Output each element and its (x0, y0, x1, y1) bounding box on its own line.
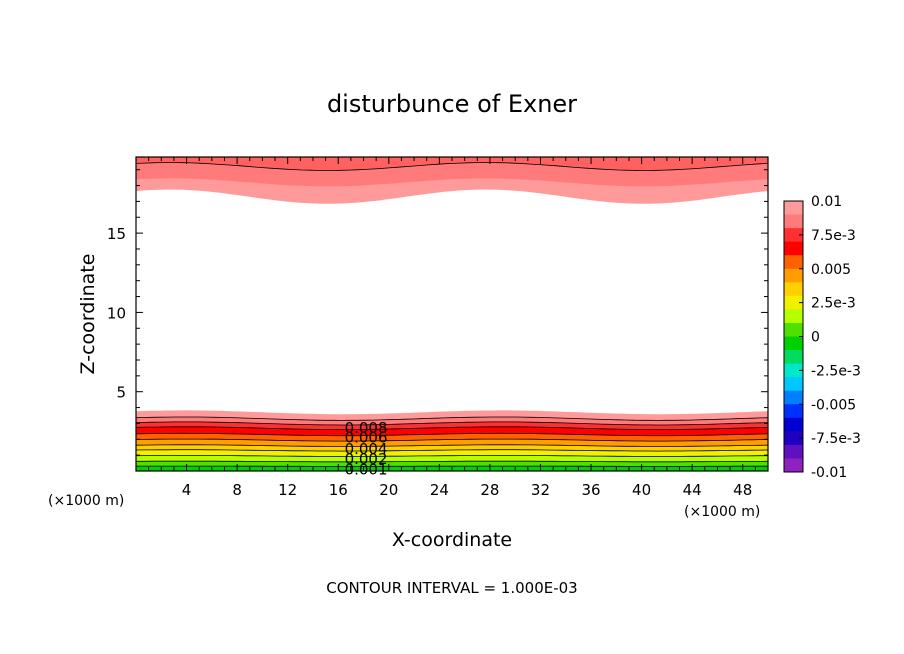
colorbar-swatch (784, 458, 803, 473)
colorbar-label: -7.5e-3 (811, 431, 861, 447)
x-axis-label: X-coordinate (392, 529, 512, 551)
x-tick-label: 44 (683, 481, 702, 499)
colorbar-swatch (784, 350, 803, 365)
x-tick-label: 16 (329, 481, 348, 499)
y-axis-label: Z-coordinate (77, 254, 99, 375)
colorbar-swatch (784, 390, 803, 405)
footer-note: CONTOUR INTERVAL = 1.000E-03 (326, 579, 577, 597)
colorbar-label: 0 (811, 330, 820, 346)
colorbar-swatch (784, 282, 803, 297)
contour-label: 0.006 (345, 429, 388, 447)
x-tick-label: 48 (733, 481, 752, 499)
contour-label: 0.002 (345, 450, 388, 468)
colorbar-swatch (784, 444, 803, 459)
colorbar-label: 7.5e-3 (811, 228, 856, 244)
y-tick-label: 15 (107, 225, 126, 243)
colorbar-swatch (784, 363, 803, 378)
colorbar-swatch (784, 255, 803, 270)
x-tick-label: 8 (232, 481, 242, 499)
contour-line-bottom-2 (135, 455, 768, 457)
x-tick-label: 28 (480, 481, 499, 499)
colorbar: 0.01 7.5e-3 0.005 2.5e-3 0 -2.5e-3 -0.005 -7.5e… (783, 194, 861, 481)
contour-line-top (135, 162, 769, 171)
x-tick-label: 32 (531, 481, 550, 499)
contour-label: 0.001 (345, 460, 388, 478)
x-tick-label: 20 (379, 481, 398, 499)
colorbar-label: -2.5e-3 (811, 363, 861, 379)
top-band-2 (136, 157, 768, 171)
contour-label: 0.004 (345, 440, 388, 458)
chart-title: disturbunce of Exner (327, 90, 577, 118)
x-tick-label: 4 (182, 481, 192, 499)
contour-line-bottom-9 (135, 416, 769, 421)
colorbar-swatch (784, 241, 803, 256)
y-axis-ticks: 5 10 15 (107, 169, 768, 456)
colorbar-label: -0.005 (811, 397, 856, 413)
contour-line-bottom-4 (135, 444, 769, 447)
colorbar-swatch (784, 214, 803, 229)
colorbar-swatch (784, 322, 803, 337)
contour-line-bottom-6 (135, 432, 769, 437)
x-tick-label: 40 (632, 481, 651, 499)
y-tick-label: 5 (116, 384, 126, 402)
x-unit-right: (×1000 m) (684, 504, 760, 520)
colorbar-label: 2.5e-3 (811, 296, 856, 312)
colorbar-swatch (784, 404, 803, 419)
x-tick-label: 12 (278, 481, 297, 499)
colorbar-swatch (784, 201, 803, 216)
colorbar-swatch (784, 228, 803, 243)
x-axis-ticks: 4 8 12 16 20 24 28 32 36 40 44 48 (148, 157, 756, 499)
x-tick-label: 36 (581, 481, 600, 499)
colorbar-swatch (784, 268, 803, 283)
colorbar-swatch (784, 431, 803, 446)
y-tick-label: 10 (107, 304, 126, 322)
contour-line-bottom-1 (136, 460, 769, 463)
colorbar-swatch (784, 336, 803, 351)
colorbar-swatch (784, 309, 803, 324)
contour-line-bottom-5 (135, 438, 769, 442)
x-unit-left: (×1000 m) (48, 493, 124, 509)
colorbar-label: -0.01 (811, 465, 847, 481)
colorbar-swatch (784, 377, 803, 392)
contour-line-bottom-3 (135, 449, 769, 452)
contour-label: 0.008 (345, 419, 388, 437)
contour-line-bottom-8 (135, 421, 769, 426)
contour-lines (135, 162, 769, 467)
colorbar-label: 0.005 (811, 262, 851, 278)
contour-line-bottom-7 (135, 426, 769, 430)
contour-field (136, 157, 768, 471)
x-tick-label: 24 (430, 481, 449, 499)
colorbar-swatch (784, 295, 803, 310)
colorbar-swatch (784, 417, 803, 432)
colorbar-label: 0.01 (811, 194, 842, 210)
